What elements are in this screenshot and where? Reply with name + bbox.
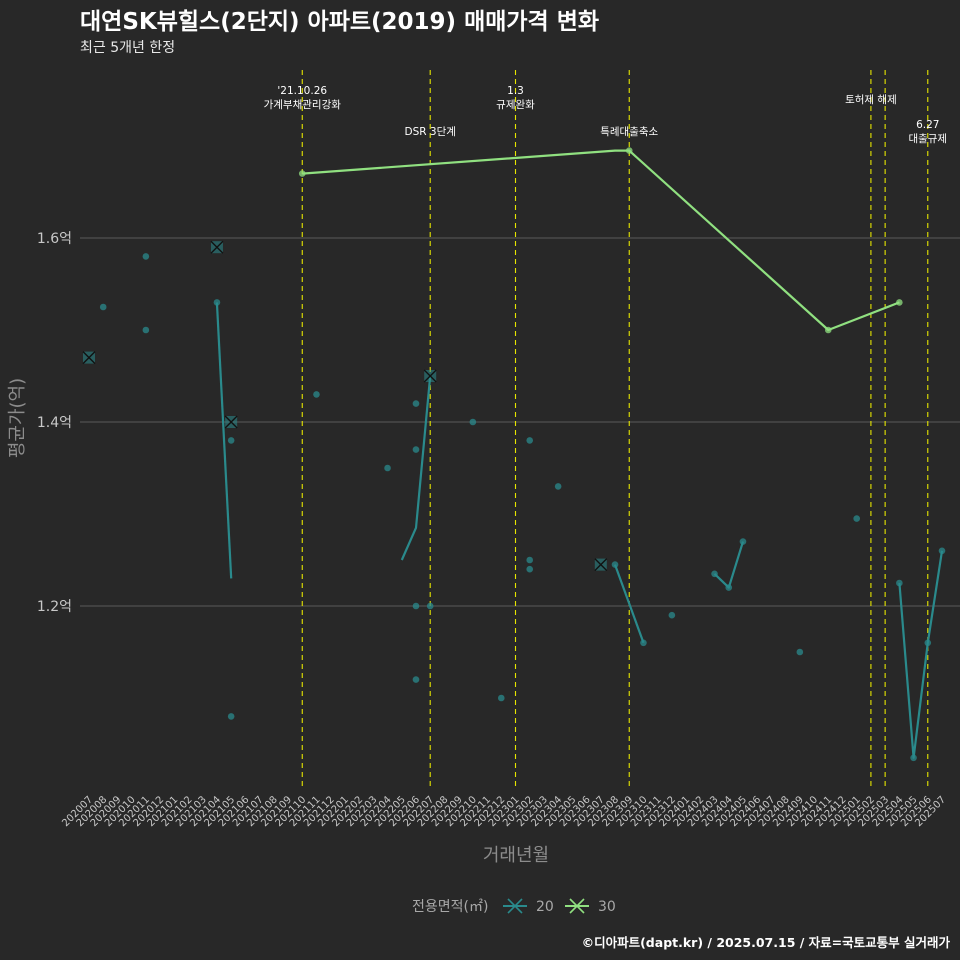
- series-20-x-marker: [210, 240, 224, 254]
- event-label: DSR 3단계: [405, 126, 456, 138]
- series-20-line: [713, 541, 745, 589]
- series-20-point: [469, 418, 477, 426]
- event-lines: [301, 70, 929, 790]
- series-20-point: [142, 253, 150, 260]
- series-20-point: [924, 639, 932, 647]
- x-stroke: [423, 369, 437, 383]
- legend-x: [569, 898, 585, 914]
- y-gridlines: [80, 237, 960, 607]
- y-tick-label: 1.4억: [37, 415, 72, 431]
- y-tick-label: 1.6억: [37, 231, 72, 247]
- series-20-line: [898, 550, 944, 759]
- y-tick-label: 1.2억: [37, 599, 72, 615]
- series-20-x-marker: [594, 558, 608, 572]
- event-label: 가계부채관리강화: [264, 99, 342, 111]
- series-20-x-marker: [224, 415, 238, 429]
- series-20-point: [213, 299, 221, 306]
- series-20-point: [384, 464, 391, 472]
- series-20-point: [142, 326, 150, 334]
- series-20-point: [526, 437, 534, 444]
- x-axis-ticks: 2020072020082020092020102020112020122021…: [60, 794, 948, 829]
- series-20-point: [227, 437, 235, 444]
- series-20-point: [796, 648, 804, 656]
- series-30-point: [896, 299, 903, 306]
- x-stroke: [82, 351, 96, 365]
- legend-title: 전용면적(㎡): [412, 899, 488, 915]
- series-20-point: [412, 400, 420, 407]
- event-label: 특례대출축소: [600, 126, 658, 138]
- x-axis-title: 거래년월: [483, 845, 549, 866]
- series-20-point: [412, 602, 420, 610]
- event-label: 1.3: [507, 85, 524, 97]
- series-20-point: [554, 483, 562, 490]
- legend: 전용면적(㎡) 20 30: [412, 898, 616, 915]
- x-stroke: [224, 415, 238, 429]
- series-20-point: [526, 565, 534, 573]
- legend-key-30: [565, 898, 589, 914]
- y-axis-ticks: 1.2억 1.4억 1.6억: [37, 231, 72, 615]
- series-20-point: [426, 602, 434, 610]
- series-20-point: [526, 556, 534, 564]
- series-30-point: [625, 147, 633, 154]
- series-20-point: [668, 611, 676, 619]
- series-20-point: [910, 754, 917, 762]
- x-stroke: [594, 558, 608, 572]
- event-label: 대출규제: [908, 133, 947, 145]
- series-20-point: [313, 391, 320, 398]
- y-axis-title: 평균가(억): [7, 378, 28, 458]
- series-30-line: [302, 149, 900, 332]
- event-label: 토허제 해제: [845, 93, 897, 106]
- event-label: 6.27: [916, 119, 939, 131]
- legend-x: [507, 898, 523, 914]
- series-30-point: [824, 326, 832, 334]
- series-20-point: [99, 303, 107, 311]
- series-20-x-marker: [423, 369, 437, 383]
- chart-title: 대연SK뷰힐스(2단지) 아파트(2019) 매매가격 변화: [80, 9, 599, 35]
- series-20-point: [412, 446, 420, 453]
- series-20-point: [227, 713, 235, 720]
- chart-subtitle: 최근 5개년 한정: [80, 40, 175, 56]
- series-20-point: [611, 561, 619, 568]
- caption: ©디아파트(dapt.kr) / 2025.07.15 / 자료=국토교통부 실…: [582, 935, 951, 950]
- series-20-point: [497, 694, 505, 702]
- series-20-point: [725, 584, 733, 591]
- series-30-point: [298, 170, 306, 177]
- series-20-point: [853, 515, 860, 522]
- series-20-point: [640, 639, 647, 647]
- legend-key-20: [503, 898, 527, 914]
- series-20-point: [938, 547, 946, 555]
- event-label: 규제완화: [496, 98, 535, 111]
- series-20-x-marker: [82, 351, 96, 365]
- series-20-line: [400, 375, 432, 561]
- series-20-point: [896, 579, 903, 587]
- series-layer: [82, 147, 946, 762]
- legend-label-30: 30: [598, 899, 616, 915]
- event-label: '21.10.26: [277, 85, 327, 97]
- series-20-line: [613, 564, 645, 644]
- x-stroke: [210, 240, 224, 254]
- series-20-point: [412, 676, 420, 683]
- series-20-point: [739, 538, 747, 545]
- series-20-line: [215, 302, 233, 579]
- series-20-point: [711, 570, 718, 578]
- legend-label-20: 20: [536, 899, 554, 915]
